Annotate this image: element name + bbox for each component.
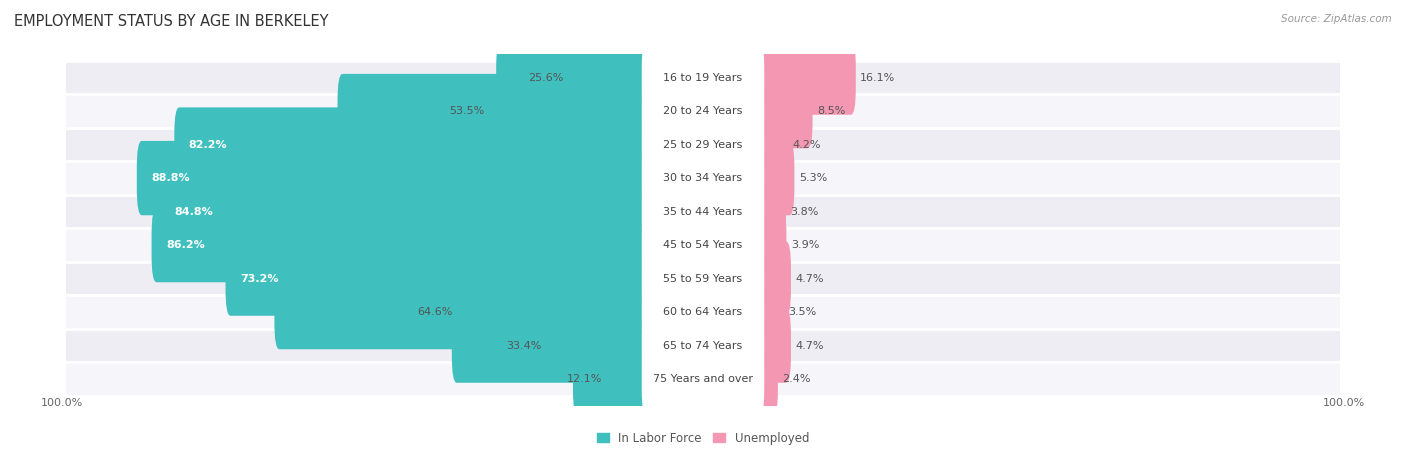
FancyBboxPatch shape [641, 41, 765, 115]
Text: 3.8%: 3.8% [790, 207, 818, 216]
FancyBboxPatch shape [136, 141, 652, 215]
Text: 5.3%: 5.3% [799, 173, 827, 183]
FancyBboxPatch shape [152, 208, 652, 282]
FancyBboxPatch shape [754, 141, 794, 215]
Bar [66, 128, 1340, 161]
Text: 35 to 44 Years: 35 to 44 Years [664, 207, 742, 216]
FancyBboxPatch shape [274, 275, 652, 349]
Bar [66, 94, 1340, 128]
FancyBboxPatch shape [451, 308, 652, 383]
FancyBboxPatch shape [754, 275, 785, 349]
FancyBboxPatch shape [574, 342, 652, 416]
Text: 4.7%: 4.7% [796, 274, 824, 284]
FancyBboxPatch shape [174, 107, 652, 182]
Bar [66, 362, 1340, 396]
Bar [66, 295, 1340, 329]
FancyBboxPatch shape [754, 241, 792, 316]
Text: 82.2%: 82.2% [188, 139, 228, 150]
FancyBboxPatch shape [641, 74, 765, 148]
FancyBboxPatch shape [641, 308, 765, 383]
Text: 55 to 59 Years: 55 to 59 Years [664, 274, 742, 284]
Text: 4.7%: 4.7% [796, 341, 824, 350]
Text: 33.4%: 33.4% [506, 341, 541, 350]
FancyBboxPatch shape [225, 241, 652, 316]
Text: 25.6%: 25.6% [529, 73, 564, 83]
Text: 88.8%: 88.8% [152, 173, 190, 183]
Text: 16 to 19 Years: 16 to 19 Years [664, 73, 742, 83]
Bar [66, 61, 1340, 94]
Bar [66, 195, 1340, 228]
Text: 16.1%: 16.1% [860, 73, 896, 83]
FancyBboxPatch shape [641, 342, 765, 416]
Text: 25 to 29 Years: 25 to 29 Years [664, 139, 742, 150]
Text: 60 to 64 Years: 60 to 64 Years [664, 307, 742, 317]
Text: 3.9%: 3.9% [790, 240, 820, 250]
Text: 4.2%: 4.2% [793, 139, 821, 150]
Text: 30 to 34 Years: 30 to 34 Years [664, 173, 742, 183]
Text: 64.6%: 64.6% [418, 307, 453, 317]
Text: 75 Years and over: 75 Years and over [652, 374, 754, 384]
FancyBboxPatch shape [754, 342, 778, 416]
FancyBboxPatch shape [754, 208, 786, 282]
FancyBboxPatch shape [641, 141, 765, 215]
FancyBboxPatch shape [337, 74, 652, 148]
Bar [66, 329, 1340, 362]
Text: 20 to 24 Years: 20 to 24 Years [664, 106, 742, 116]
FancyBboxPatch shape [496, 41, 652, 115]
Text: 100.0%: 100.0% [1323, 398, 1365, 408]
FancyBboxPatch shape [754, 41, 856, 115]
Text: 53.5%: 53.5% [449, 106, 484, 116]
FancyBboxPatch shape [754, 74, 813, 148]
Text: 65 to 74 Years: 65 to 74 Years [664, 341, 742, 350]
FancyBboxPatch shape [641, 208, 765, 282]
Text: 45 to 54 Years: 45 to 54 Years [664, 240, 742, 250]
Text: 86.2%: 86.2% [166, 240, 205, 250]
Text: 12.1%: 12.1% [567, 374, 602, 384]
Text: 100.0%: 100.0% [41, 398, 83, 408]
Text: Source: ZipAtlas.com: Source: ZipAtlas.com [1281, 14, 1392, 23]
FancyBboxPatch shape [754, 308, 792, 383]
Bar [66, 262, 1340, 295]
Text: EMPLOYMENT STATUS BY AGE IN BERKELEY: EMPLOYMENT STATUS BY AGE IN BERKELEY [14, 14, 329, 28]
FancyBboxPatch shape [754, 175, 786, 249]
Legend: In Labor Force, Unemployed: In Labor Force, Unemployed [592, 427, 814, 449]
FancyBboxPatch shape [641, 175, 765, 249]
FancyBboxPatch shape [641, 275, 765, 349]
FancyBboxPatch shape [754, 107, 789, 182]
FancyBboxPatch shape [641, 107, 765, 182]
FancyBboxPatch shape [159, 175, 652, 249]
Bar [66, 228, 1340, 262]
Text: 8.5%: 8.5% [817, 106, 845, 116]
Text: 3.5%: 3.5% [789, 307, 817, 317]
Text: 73.2%: 73.2% [240, 274, 278, 284]
FancyBboxPatch shape [641, 241, 765, 316]
Text: 84.8%: 84.8% [174, 207, 212, 216]
Text: 2.4%: 2.4% [782, 374, 811, 384]
Bar [66, 161, 1340, 195]
